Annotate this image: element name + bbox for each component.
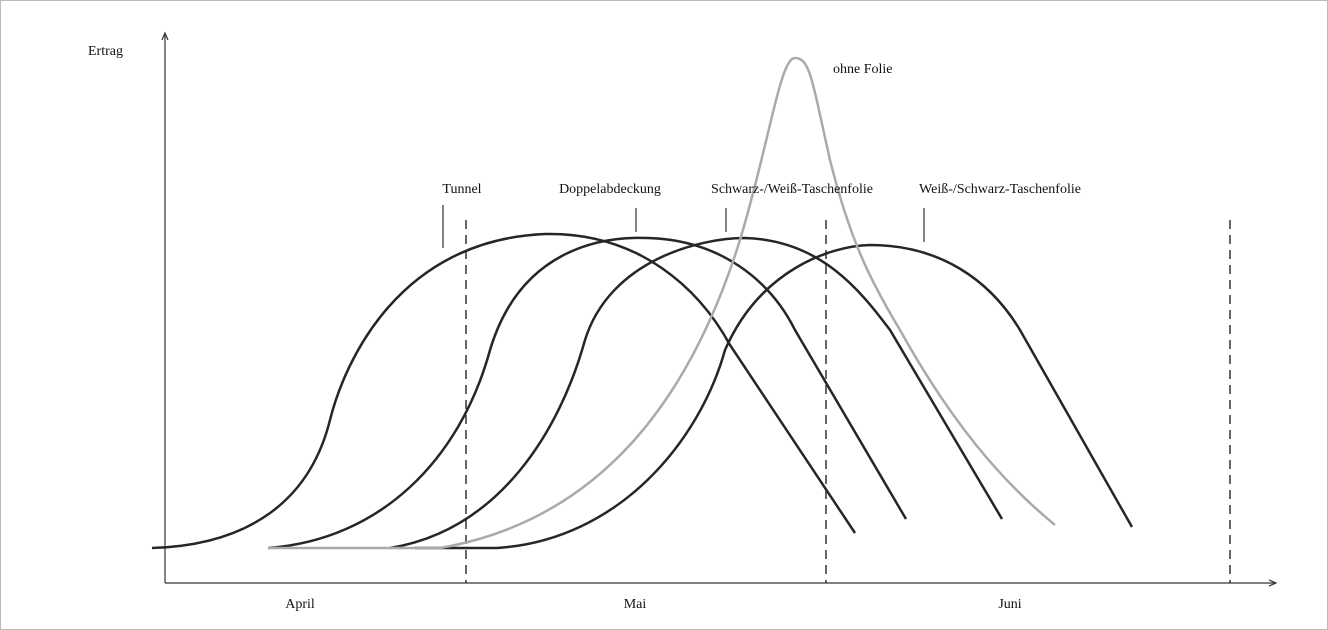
curve-label: Schwarz-/Weiß-Taschenfolie: [711, 182, 873, 197]
y-axis-label: Ertrag: [88, 44, 123, 59]
curve-doppelabdeckung: [267, 236, 908, 550]
curve-weiss-schwarz: [415, 243, 1134, 550]
curve-tunnel: [151, 232, 857, 550]
y-arrow: [161, 31, 169, 41]
curve-schwarz-weiss: [389, 236, 1004, 550]
month-label: April: [285, 597, 315, 612]
month-label: Juni: [998, 597, 1021, 612]
month-label: Mai: [624, 597, 647, 612]
x-arrow: [1268, 579, 1278, 587]
curve-ohne-folie: [268, 56, 1056, 550]
curve-label: ohne Folie: [833, 62, 893, 77]
curve-label: Doppelabdeckung: [559, 182, 661, 197]
curve-label: Weiß-/Schwarz-Taschenfolie: [919, 182, 1081, 197]
curve-label: Tunnel: [442, 182, 481, 197]
